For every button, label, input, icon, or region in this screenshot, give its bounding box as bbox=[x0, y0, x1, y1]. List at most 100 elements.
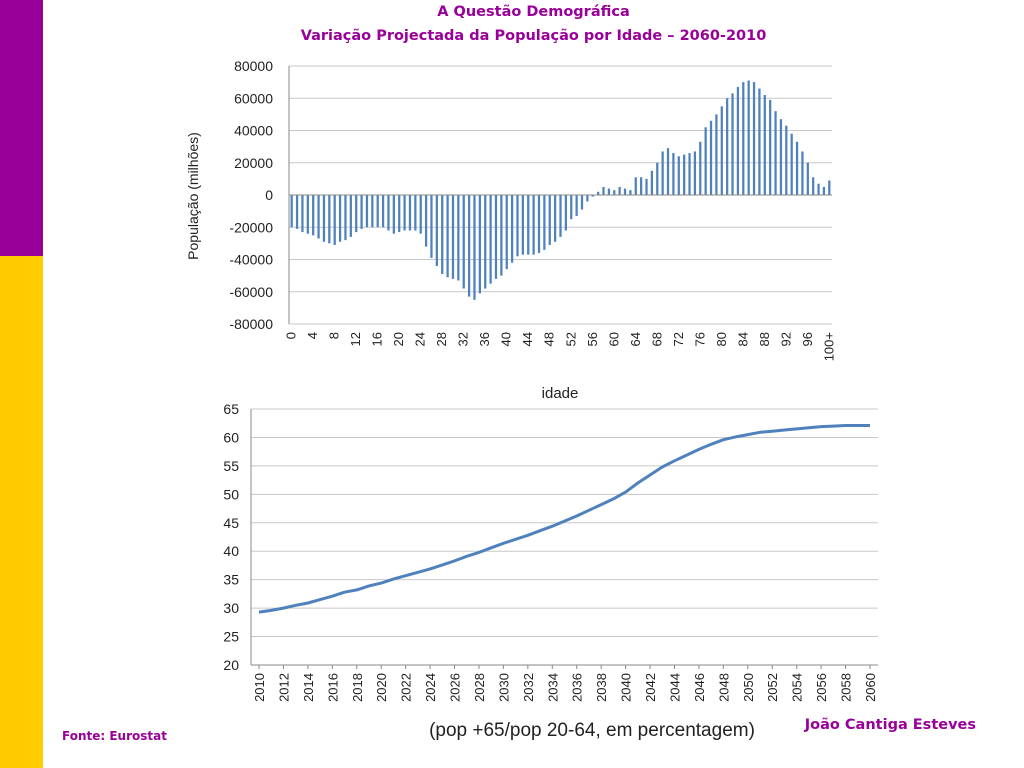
bar-mark bbox=[607, 188, 611, 195]
author-credit: João Cantiga Esteves bbox=[804, 717, 976, 733]
bar-x-tick-label: 56 bbox=[585, 332, 600, 346]
bar-mark bbox=[537, 195, 541, 254]
line-x-tick-label: 2028 bbox=[472, 673, 487, 702]
bar-x-tick-label: 60 bbox=[606, 332, 621, 346]
sidebar-accent-bottom bbox=[0, 256, 43, 768]
bar-mark bbox=[742, 82, 745, 195]
bar-mark bbox=[801, 151, 804, 195]
line-x-axis-label: (pop +65/pop 20-64, em percentagem) bbox=[429, 720, 755, 741]
bar-x-tick-label: 44 bbox=[520, 332, 535, 346]
bar-mark bbox=[328, 195, 331, 244]
line-x-tick-label: 2048 bbox=[716, 673, 731, 702]
bar-mark bbox=[693, 151, 697, 195]
bar-mark bbox=[779, 119, 783, 195]
bar-mark bbox=[597, 191, 600, 195]
bar-mark bbox=[548, 195, 551, 245]
bar-mark bbox=[419, 195, 422, 234]
line-y-tick-label: 60 bbox=[223, 429, 239, 445]
bar-mark bbox=[752, 82, 756, 195]
line-y-tick-label: 40 bbox=[223, 543, 239, 559]
line-y-tick-label: 45 bbox=[223, 515, 239, 531]
bar-y-tick-label: 80000 bbox=[234, 58, 273, 74]
line-x-tick-label: 2042 bbox=[643, 673, 658, 702]
bar-mark bbox=[672, 153, 675, 195]
bar-mark bbox=[451, 195, 455, 279]
bar-mark bbox=[435, 195, 438, 266]
line-x-tick-label: 2020 bbox=[374, 673, 389, 702]
line-x-tick-label: 2044 bbox=[667, 673, 682, 702]
bar-mark bbox=[726, 98, 729, 195]
bar-x-tick-label: 76 bbox=[692, 332, 707, 346]
bar-mark bbox=[290, 195, 293, 228]
bar-mark bbox=[591, 195, 594, 197]
bar-mark bbox=[720, 106, 723, 195]
line-x-tick-label: 2014 bbox=[301, 673, 316, 702]
bar-mark bbox=[645, 178, 648, 195]
bar-mark bbox=[580, 195, 584, 210]
bar-mark bbox=[344, 195, 347, 241]
line-x-tick-label: 2030 bbox=[496, 673, 511, 702]
bar-x-tick-label: 8 bbox=[327, 332, 342, 339]
bar-x-tick-label: 88 bbox=[757, 332, 772, 346]
bar-mark bbox=[424, 195, 428, 247]
line-x-tick-label: 2026 bbox=[448, 673, 463, 702]
bar-x-tick-label: 40 bbox=[499, 332, 514, 346]
bar-mark bbox=[322, 195, 326, 242]
bar-mark bbox=[403, 195, 406, 231]
bar-mark bbox=[715, 114, 718, 195]
bar-mark bbox=[586, 195, 589, 202]
bar-mark bbox=[731, 93, 734, 195]
bar-mark bbox=[828, 180, 831, 195]
bar-mark bbox=[709, 120, 713, 195]
line-x-tick-label: 2024 bbox=[423, 673, 438, 702]
bar-x-tick-label: 36 bbox=[477, 332, 492, 346]
bar-mark bbox=[683, 154, 686, 195]
bar-mark bbox=[666, 148, 670, 195]
line-x-tick-label: 2034 bbox=[545, 673, 560, 702]
line-x-tick-label: 2040 bbox=[619, 673, 634, 702]
bar-x-tick-label: 24 bbox=[413, 332, 428, 346]
bar-x-tick-label: 68 bbox=[649, 332, 664, 346]
bar-y-tick-label: 20000 bbox=[234, 155, 273, 171]
bar-x-tick-label: 0 bbox=[284, 332, 299, 339]
bar-mark bbox=[478, 195, 481, 294]
bar-x-axis-label: idade bbox=[542, 385, 579, 402]
bar-x-tick-label: 12 bbox=[348, 332, 363, 346]
bar-mark bbox=[763, 95, 766, 195]
bar-x-tick-label: 48 bbox=[542, 332, 557, 346]
bar-y-tick-label: 0 bbox=[265, 187, 273, 203]
bar-mark bbox=[392, 195, 395, 234]
bar-mark bbox=[317, 195, 320, 239]
bar-mark bbox=[430, 195, 433, 258]
bar-mark bbox=[295, 195, 299, 229]
line-x-tick-label: 2016 bbox=[325, 673, 340, 702]
bar-mark bbox=[338, 195, 342, 242]
bar-x-tick-label: 96 bbox=[800, 332, 815, 346]
line-x-tick-label: 2056 bbox=[814, 673, 829, 702]
bar-x-tick-label: 72 bbox=[671, 332, 686, 346]
bar-mark bbox=[494, 195, 498, 279]
bar-mark bbox=[398, 195, 401, 233]
bar-mark bbox=[473, 195, 476, 300]
bar-x-tick-label: 16 bbox=[370, 332, 385, 346]
bar-mark bbox=[408, 195, 412, 231]
bar-mark bbox=[371, 195, 374, 228]
bar-mark bbox=[553, 195, 557, 242]
bar-mark bbox=[559, 195, 562, 237]
bar-mark bbox=[570, 195, 573, 220]
population-variation-bar-chart: 80000 60000 40000 20000 0 -20000 -40000 -60000 -… bbox=[185, 58, 836, 402]
line-x-tick-label: 2038 bbox=[594, 673, 609, 702]
bar-mark bbox=[790, 133, 793, 195]
bar-mark bbox=[467, 195, 471, 297]
line-y-tick-label: 35 bbox=[223, 572, 239, 588]
bar-mark bbox=[446, 195, 449, 278]
bar-mark bbox=[602, 186, 605, 195]
bar-y-tick-label: 60000 bbox=[234, 90, 273, 106]
bar-mark bbox=[806, 162, 809, 195]
bar-mark bbox=[500, 195, 503, 276]
bar-mark bbox=[484, 195, 487, 289]
line-x-tick-label: 2012 bbox=[276, 673, 291, 702]
bar-mark bbox=[312, 195, 315, 236]
bar-mark bbox=[758, 88, 761, 195]
bar-x-tick-label: 64 bbox=[628, 332, 643, 346]
